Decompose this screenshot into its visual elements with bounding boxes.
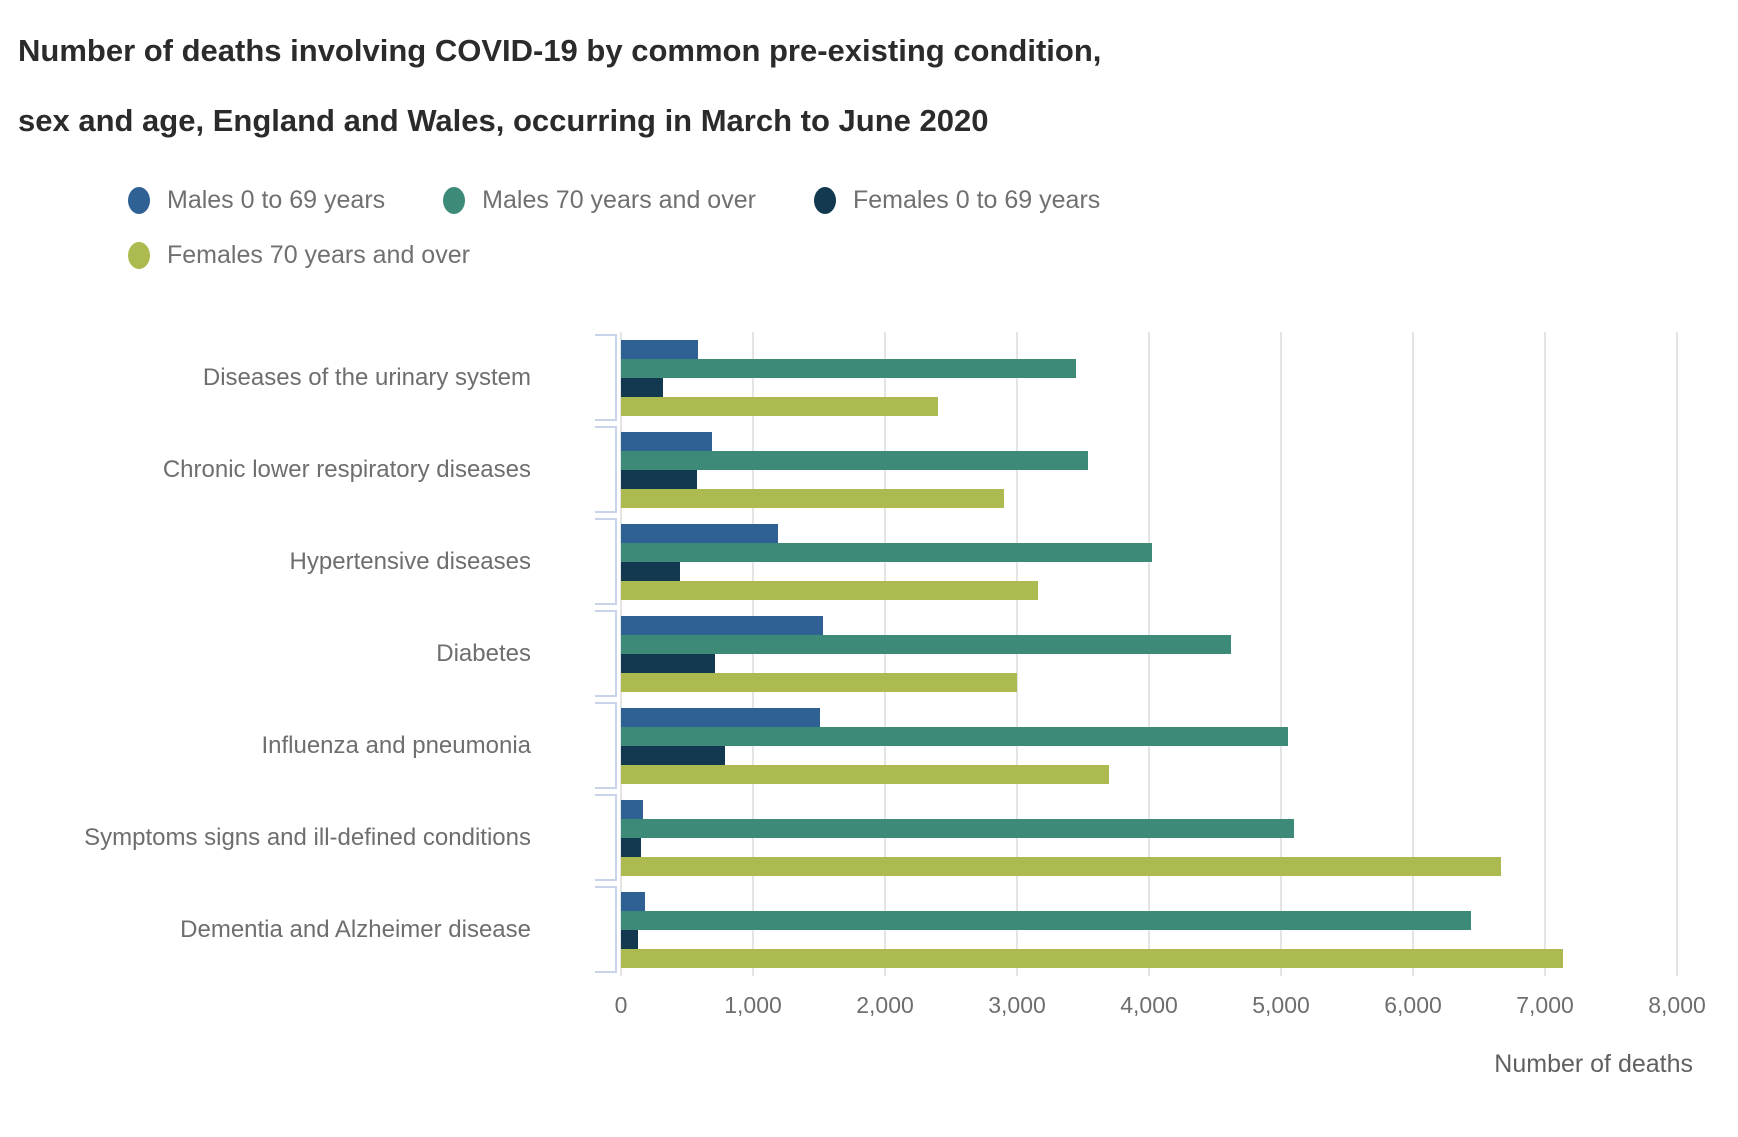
category-row: Dementia and Alzheimer disease xyxy=(0,884,1738,976)
gridline-2000 xyxy=(884,332,886,976)
bar-females-0-69 xyxy=(621,746,725,765)
axis-bracket xyxy=(595,518,617,605)
bar-males-70-over xyxy=(621,543,1152,562)
bar-females-70-over xyxy=(621,673,1017,692)
bar-females-70-over xyxy=(621,581,1038,600)
bar-females-0-69 xyxy=(621,930,638,949)
bar-females-70-over xyxy=(621,857,1501,876)
gridline-7000 xyxy=(1544,332,1546,976)
bar-females-0-69 xyxy=(621,378,663,397)
bar-females-70-over xyxy=(621,489,1004,508)
category-label: Diabetes xyxy=(436,640,531,667)
x-tick-label: 1,000 xyxy=(724,992,782,1018)
bar-males-70-over xyxy=(621,451,1088,470)
category-row: Diseases of the urinary system xyxy=(0,332,1738,424)
legend-label-males-70-over: Males 70 years and over xyxy=(482,186,756,214)
legend-label-females-70-over: Females 70 years and over xyxy=(167,241,470,269)
category-bars xyxy=(595,608,1738,700)
bar-males-70-over xyxy=(621,635,1231,654)
category-label: Hypertensive diseases xyxy=(289,548,531,575)
gridline-6000 xyxy=(1412,332,1414,976)
bar-males-0-69 xyxy=(621,892,645,911)
legend-item-females-70-over: Females 70 years and over xyxy=(128,241,470,270)
axis-bracket xyxy=(595,610,617,697)
legend-item-males-70-over: Males 70 years and over xyxy=(443,186,756,215)
legend-label-females-0-69: Females 0 to 69 years xyxy=(852,186,1101,214)
bar-females-0-69 xyxy=(621,562,680,581)
bar-females-0-69 xyxy=(621,838,641,857)
category-label: Dementia and Alzheimer disease xyxy=(180,916,531,943)
axis-bracket xyxy=(595,334,617,421)
legend-item-males-0-69: Males 0 to 69 years xyxy=(128,186,385,215)
x-tick-label: 3,000 xyxy=(988,992,1046,1018)
bar-females-70-over xyxy=(621,949,1563,968)
chart-title: Number of deaths involving COVID-19 by c… xyxy=(18,16,1738,156)
bar-males-0-69 xyxy=(621,432,712,451)
category-bars xyxy=(595,332,1738,424)
bar-females-70-over xyxy=(621,765,1109,784)
x-tick-label: 2,000 xyxy=(856,992,914,1018)
category-label: Symptoms signs and ill-defined condition… xyxy=(84,824,531,851)
category-bars xyxy=(595,792,1738,884)
bar-males-0-69 xyxy=(621,616,823,635)
chart-title-line-1: Number of deaths involving COVID-19 by c… xyxy=(18,33,1102,68)
gridline-3000 xyxy=(1016,332,1018,976)
legend-swatch-males-0-69 xyxy=(128,187,150,214)
bar-males-70-over xyxy=(621,911,1471,930)
category-label: Influenza and pneumonia xyxy=(261,732,531,759)
bar-males-0-69 xyxy=(621,340,698,359)
gridline-1000 xyxy=(752,332,754,976)
x-axis-title: Number of deaths xyxy=(1494,1050,1693,1078)
x-tick-label: 7,000 xyxy=(1516,992,1574,1018)
category-bars xyxy=(595,700,1738,792)
category-bars xyxy=(595,424,1738,516)
category-row: Symptoms signs and ill-defined condition… xyxy=(0,792,1738,884)
legend-label-males-0-69: Males 0 to 69 years xyxy=(167,186,386,214)
legend-swatch-males-70-over xyxy=(443,187,466,214)
chart-title-line-2: sex and age, England and Wales, occurrin… xyxy=(18,103,989,138)
category-bars xyxy=(595,516,1738,608)
gridline-5000 xyxy=(1280,332,1282,976)
legend-item-females-0-69: Females 0 to 69 years xyxy=(813,186,1101,215)
bar-females-70-over xyxy=(621,397,938,416)
x-tick-label: 8,000 xyxy=(1648,992,1706,1018)
legend: Males 0 to 69 years Males 70 years and ov… xyxy=(128,186,1278,270)
axis-bracket xyxy=(595,794,617,881)
x-tick-label: 5,000 xyxy=(1252,992,1310,1018)
category-row: Chronic lower respiratory diseases xyxy=(0,424,1738,516)
axis-bracket xyxy=(595,886,617,973)
axis-bracket xyxy=(595,702,617,789)
plot-area: Diseases of the urinary system Chronic lo… xyxy=(0,332,1738,976)
x-tick-label: 4,000 xyxy=(1120,992,1178,1018)
category-row: Hypertensive diseases xyxy=(0,516,1738,608)
gridline-8000 xyxy=(1676,332,1678,976)
bar-females-0-69 xyxy=(621,470,697,489)
category-bars xyxy=(595,884,1738,976)
bar-males-0-69 xyxy=(621,524,778,543)
x-tick-label: 0 xyxy=(614,992,628,1018)
legend-swatch-females-0-69 xyxy=(813,187,836,214)
bar-males-70-over xyxy=(621,359,1076,378)
category-label: Diseases of the urinary system xyxy=(202,364,531,391)
bar-males-70-over xyxy=(621,727,1288,746)
bar-males-0-69 xyxy=(621,708,820,727)
x-axis: 0 1,000 2,000 3,000 4,000 5,000 6,000 7,000 8,00… xyxy=(615,992,1738,1026)
category-row: Diabetes xyxy=(0,608,1738,700)
x-tick-label: 6,000 xyxy=(1384,992,1442,1018)
gridline-4000 xyxy=(1148,332,1150,976)
legend-swatch-females-70-over xyxy=(128,242,150,269)
category-label: Chronic lower respiratory diseases xyxy=(162,456,531,483)
axis-bracket xyxy=(595,426,617,513)
bar-females-0-69 xyxy=(621,654,715,673)
bar-males-70-over xyxy=(621,819,1294,838)
bar-chart: Diseases of the urinary system Chronic lo… xyxy=(0,332,1738,1079)
bar-males-0-69 xyxy=(621,800,643,819)
category-row: Influenza and pneumonia xyxy=(0,700,1738,792)
